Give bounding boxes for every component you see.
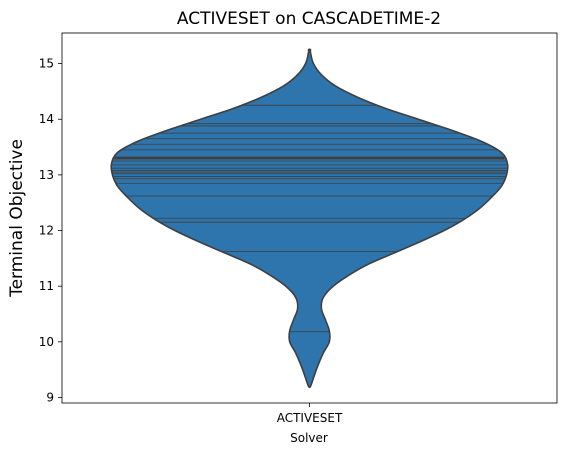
y-axis-label: Terminal Objective <box>7 139 27 298</box>
y-tick-label: 15 <box>39 57 54 71</box>
x-axis-label: Solver <box>290 431 328 445</box>
y-tick-label: 10 <box>39 335 54 349</box>
chart-title: ACTIVESET on CASCADETIME-2 <box>177 9 441 29</box>
violin-outline <box>110 48 509 389</box>
violin-layer <box>110 48 509 389</box>
y-tick-label: 13 <box>39 168 54 182</box>
y-tick-label: 14 <box>39 112 54 126</box>
y-tick-label: 11 <box>39 279 54 293</box>
x-axis: ACTIVESET <box>277 403 343 425</box>
y-tick-label: 12 <box>39 224 54 238</box>
x-tick-label: ACTIVESET <box>277 411 343 425</box>
y-tick-label: 9 <box>46 390 54 404</box>
y-axis: 9 10 11 12 13 14 15 <box>39 57 62 404</box>
